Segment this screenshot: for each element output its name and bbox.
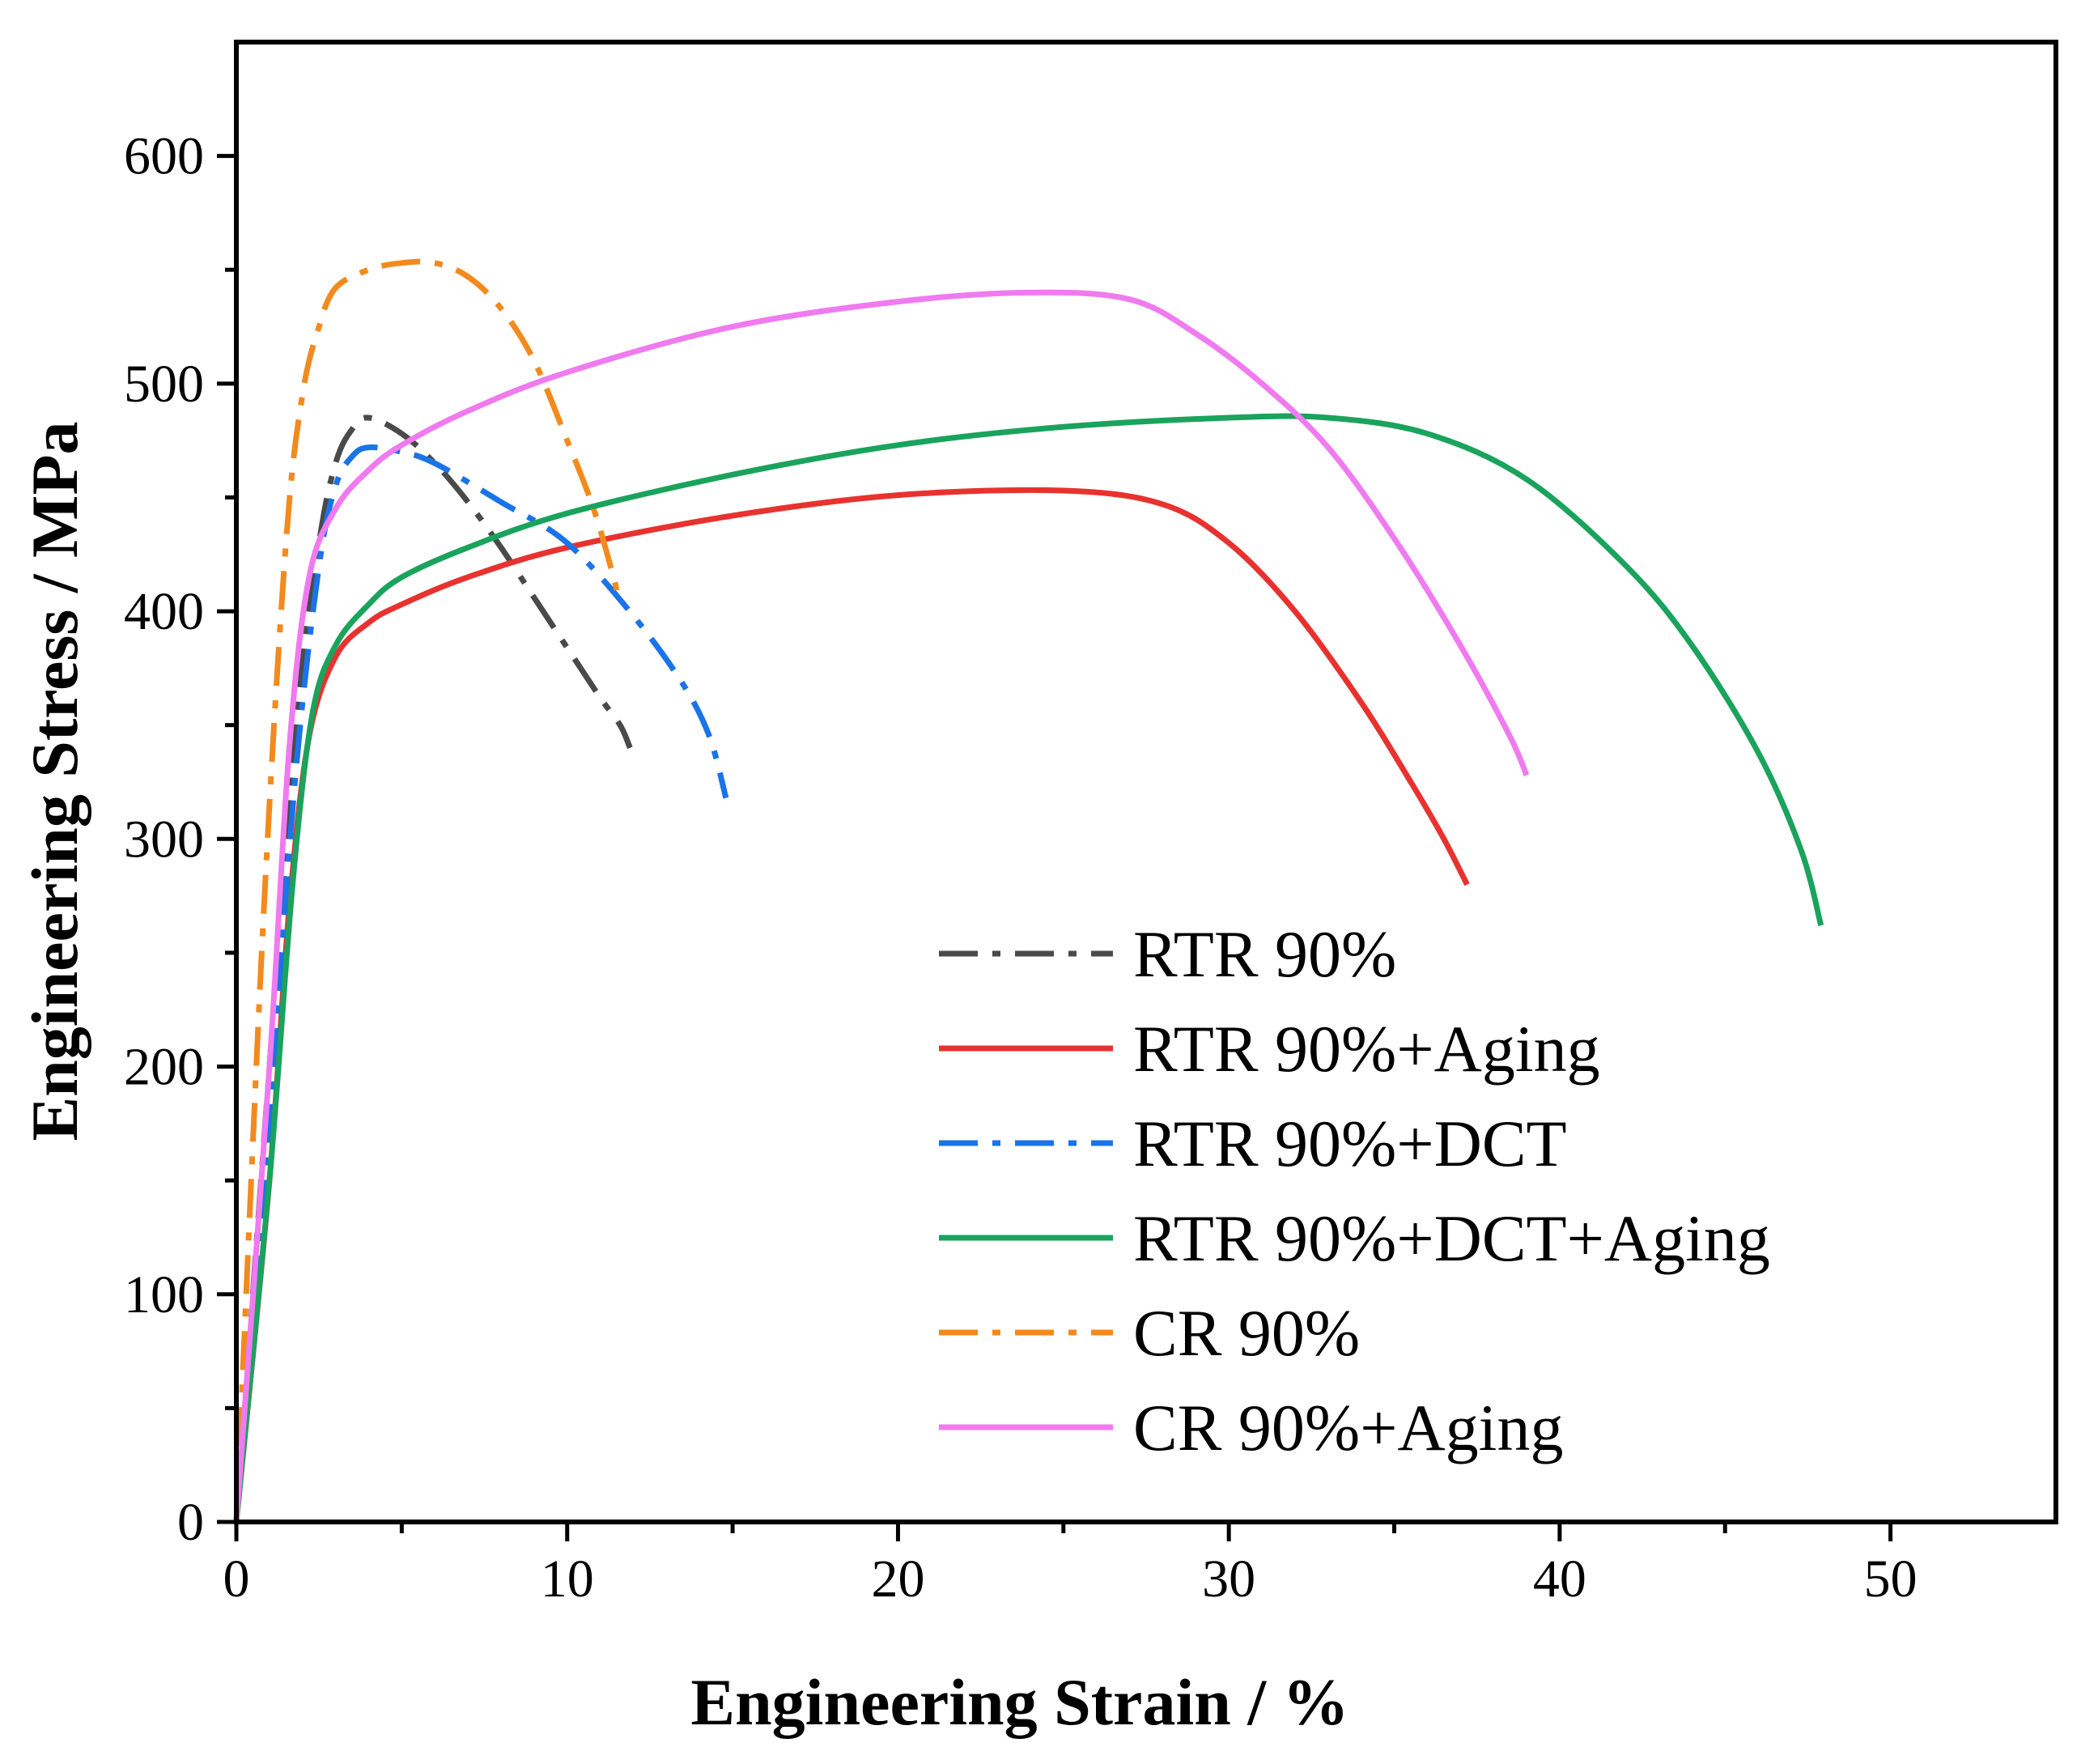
y-axis-title: Engineering Stress / MPa bbox=[18, 421, 91, 1141]
series-line-3 bbox=[233, 444, 729, 1523]
legend-label-6: CR 90%+Aging bbox=[1133, 1391, 1563, 1464]
legend: RTR 90% RTR 90%+Aging RTR 90%+DCT RTR 90%+D… bbox=[939, 917, 1770, 1464]
x-tick-label: 0 bbox=[223, 1549, 250, 1609]
x-axis-title: Engineering Strain / % bbox=[690, 1665, 1348, 1739]
y-tick-label: 500 bbox=[124, 355, 204, 414]
x-tick-label: 40 bbox=[1533, 1549, 1586, 1609]
legend-label-5: CR 90% bbox=[1133, 1296, 1360, 1370]
y-tick-label: 400 bbox=[124, 582, 204, 641]
x-tick-label: 50 bbox=[1864, 1549, 1917, 1609]
legend-label-3: RTR 90%+DCT bbox=[1133, 1107, 1567, 1180]
y-tick-label: 0 bbox=[177, 1493, 204, 1552]
plot-curves bbox=[233, 258, 1824, 1523]
y-tick-label: 100 bbox=[124, 1265, 204, 1324]
y-tick-label: 300 bbox=[124, 810, 204, 869]
x-tick-label: 20 bbox=[871, 1549, 924, 1609]
axis-ticks bbox=[217, 154, 1893, 1541]
legend-label-2: RTR 90%+Aging bbox=[1133, 1012, 1600, 1086]
series-line-6 bbox=[233, 289, 1530, 1523]
y-tick-label: 200 bbox=[124, 1038, 204, 1097]
series-line-4 bbox=[233, 413, 1824, 1523]
plot-frame bbox=[234, 40, 2058, 1524]
x-tick-label: 10 bbox=[541, 1549, 594, 1609]
y-tick-label: 600 bbox=[124, 127, 204, 186]
legend-label-1: RTR 90% bbox=[1133, 917, 1396, 991]
series-line-5 bbox=[233, 258, 620, 1523]
x-tick-label: 30 bbox=[1202, 1549, 1255, 1609]
legend-label-4: RTR 90%+DCT+Aging bbox=[1133, 1201, 1770, 1275]
